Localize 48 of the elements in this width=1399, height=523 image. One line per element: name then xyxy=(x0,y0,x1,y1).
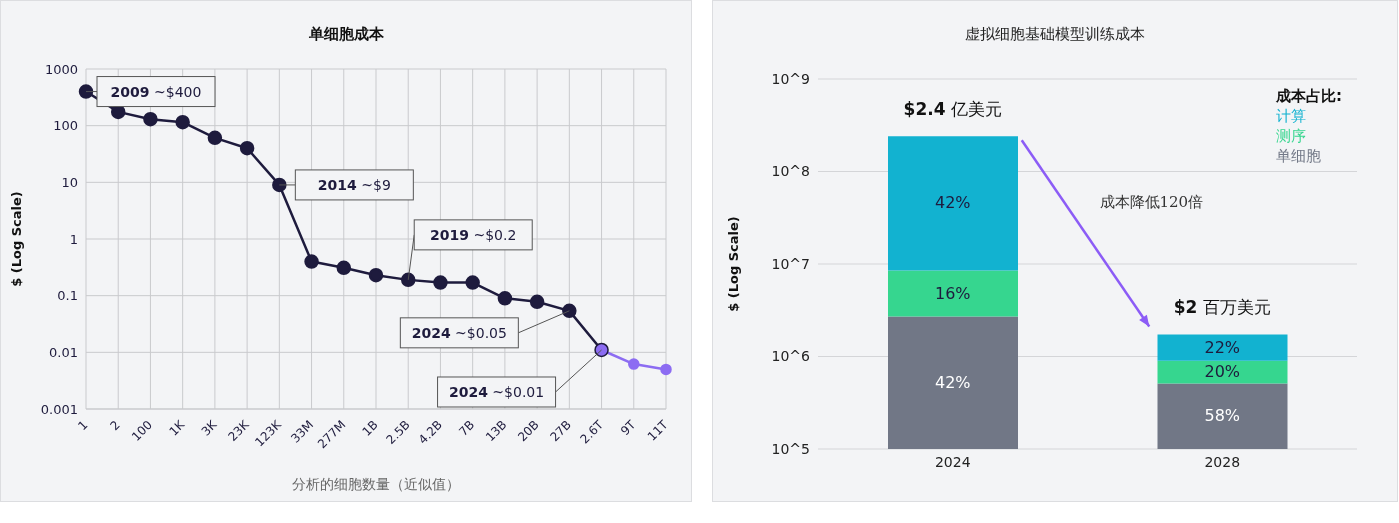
y-axis-title: $ (Log Scale) xyxy=(8,191,24,287)
y-tick-label: 0.001 xyxy=(40,401,78,417)
annotation: 22% xyxy=(1203,337,1242,358)
y-tick-label: 10^5 xyxy=(771,440,810,457)
y-tick-label: 10^9 xyxy=(771,70,810,87)
annotation: 2014 ~$9 xyxy=(317,176,391,193)
text: 计算 xyxy=(1276,106,1307,126)
y-tick-label: 100 xyxy=(53,118,78,134)
callout-box: 2019 ~$0.2 xyxy=(407,219,533,281)
annotation: $2.4 亿美元 xyxy=(903,99,1002,120)
annotation: 2009 ~$400 xyxy=(110,83,202,100)
annotation: 16% xyxy=(933,283,972,304)
y-tick-label: 1000 xyxy=(44,61,78,77)
annotation: 2024 ~$0.05 xyxy=(411,324,507,341)
x-tick-label: 100 xyxy=(128,417,156,444)
chart-title: 单细胞成本 xyxy=(307,25,385,44)
x-tick-label: 7B xyxy=(456,417,478,439)
annotation: 42% xyxy=(933,372,972,393)
y-tick-label: 0.01 xyxy=(49,344,78,360)
y-axis-title: $ (Log Scale) xyxy=(725,216,741,312)
x-tick-label: 1 xyxy=(75,417,91,433)
chart-title: 虚拟细胞基础模型训练成本 xyxy=(964,25,1146,44)
x-tick-label: 9T xyxy=(617,417,639,439)
y-tick-label: 10^6 xyxy=(771,348,811,365)
callout-box: 2024 ~$0.01 xyxy=(437,349,603,408)
y-tick-label: 0.1 xyxy=(57,288,78,304)
annotation: 2019 ~$0.2 xyxy=(430,226,517,243)
x-tick-label: 2028 xyxy=(1204,453,1241,470)
text: 测序 xyxy=(1276,126,1307,146)
y-tick-label: 1 xyxy=(69,231,78,247)
x-tick-label: 13B xyxy=(482,417,510,445)
x-axis-title: 分析的细胞数量（近似值） xyxy=(292,476,460,492)
annotation: 成本降低120倍 xyxy=(1099,193,1204,213)
x-tick-label: 3K xyxy=(198,416,221,439)
text: 单细胞 xyxy=(1276,146,1322,166)
annotation: 2024 ~$0.01 xyxy=(448,383,545,400)
y-tick-label: 10^7 xyxy=(771,255,810,272)
x-tick-label: 2024 xyxy=(934,453,971,470)
annotation: $2 百万美元 xyxy=(1173,297,1271,318)
annotation: 20% xyxy=(1203,362,1242,383)
y-tick-label: 10^8 xyxy=(771,163,810,180)
x-tick-label: 2 xyxy=(107,417,123,433)
annotation: 58% xyxy=(1203,406,1242,427)
x-tick-label: 1K xyxy=(166,416,189,439)
annotation: 42% xyxy=(933,193,972,214)
x-tick-label: 1B xyxy=(359,417,381,439)
y-tick-label: 10 xyxy=(61,174,78,190)
legend-title: 成本占比: xyxy=(1276,86,1342,106)
